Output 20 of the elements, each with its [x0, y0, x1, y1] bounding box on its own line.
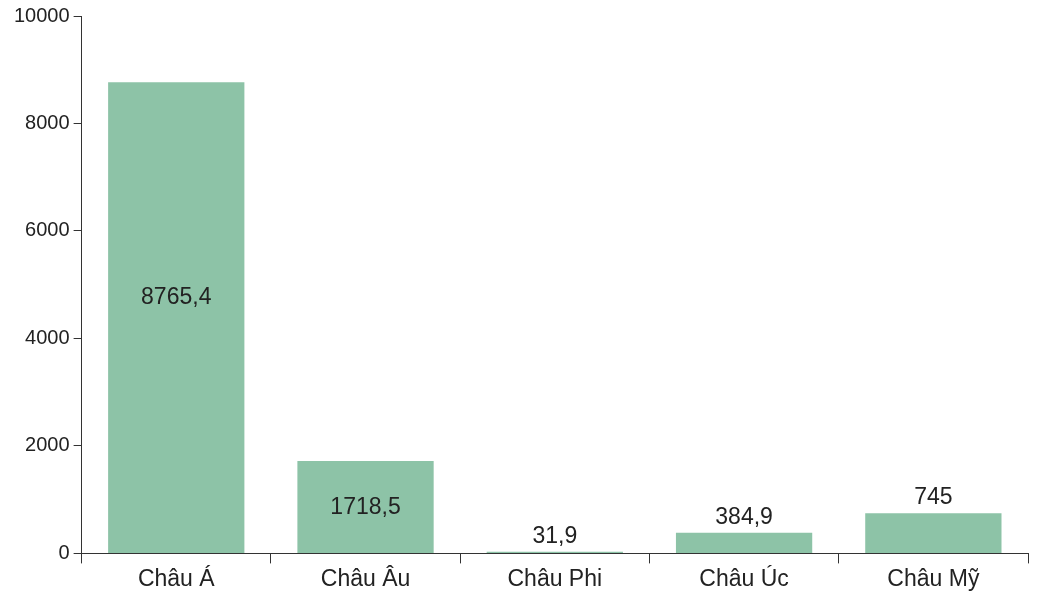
bar: [297, 461, 434, 553]
bar: [865, 513, 1002, 553]
data-label: 1718,5: [330, 492, 401, 519]
x-tick-label: Châu Úc: [699, 564, 789, 591]
x-tick-label: Châu Á: [137, 564, 216, 591]
bar: [675, 532, 813, 553]
x-tick-label: Châu Mỹ: [887, 564, 980, 591]
data-label: 384,9: [715, 502, 773, 529]
data-label: 745: [914, 483, 953, 510]
data-label: 31,9: [532, 521, 578, 548]
data-label: 8765,4: [141, 283, 212, 310]
y-tick-label: 0: [58, 540, 70, 563]
y-tick-label: 10000: [13, 3, 70, 26]
y-tick-label: 8000: [25, 111, 70, 133]
y-tick-label: 6000: [25, 218, 70, 241]
bar: [108, 82, 245, 553]
y-tick-label: 4000: [25, 325, 70, 348]
y-tick-label: 2000: [25, 433, 70, 456]
x-tick-label: Châu Phi: [507, 564, 603, 591]
x-tick-label: Châu Âu: [320, 564, 411, 591]
